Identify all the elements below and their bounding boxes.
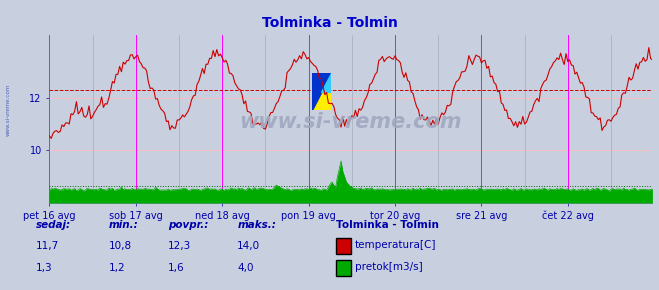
Text: 1,3: 1,3	[36, 263, 53, 273]
Text: maks.:: maks.:	[237, 220, 276, 230]
Text: sedaj:: sedaj:	[36, 220, 71, 230]
Text: www.si-vreme.com: www.si-vreme.com	[5, 84, 11, 136]
Text: povpr.:: povpr.:	[168, 220, 208, 230]
Text: pretok[m3/s]: pretok[m3/s]	[355, 262, 422, 272]
Text: min.:: min.:	[109, 220, 138, 230]
Text: Tolminka - Tolmin: Tolminka - Tolmin	[336, 220, 439, 230]
Text: temperatura[C]: temperatura[C]	[355, 240, 436, 250]
Text: 1,2: 1,2	[109, 263, 125, 273]
Text: 11,7: 11,7	[36, 241, 59, 251]
Text: 14,0: 14,0	[237, 241, 260, 251]
Text: Tolminka - Tolmin: Tolminka - Tolmin	[262, 16, 397, 30]
Text: 10,8: 10,8	[109, 241, 132, 251]
Text: 1,6: 1,6	[168, 263, 185, 273]
Text: 4,0: 4,0	[237, 263, 254, 273]
Text: 12,3: 12,3	[168, 241, 191, 251]
Text: www.si-vreme.com: www.si-vreme.com	[240, 112, 462, 132]
